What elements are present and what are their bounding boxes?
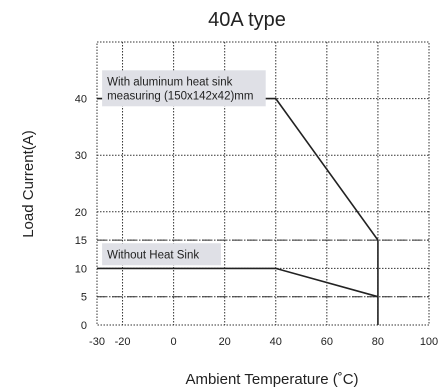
y-tick-label-3: 15 <box>75 235 87 247</box>
x-tick-label-5: 60 <box>321 336 333 348</box>
y-tick-labels: 0 5 10 15 20 30 40 <box>75 94 87 332</box>
y-tick-label-6: 40 <box>75 94 87 106</box>
y-tick-label-0: 0 <box>81 320 87 332</box>
annotation-text-1-0: Without Heat Sink <box>107 249 199 261</box>
x-tick-label-4: 40 <box>270 336 282 348</box>
x-tick-label-6: 80 <box>372 336 384 348</box>
x-tick-label-7: 100 <box>420 336 438 348</box>
y-tick-label-2: 10 <box>75 263 87 275</box>
annotation-box-0 <box>102 70 266 107</box>
y-tick-label-5: 30 <box>75 150 87 162</box>
x-tick-label-2: 0 <box>171 336 177 348</box>
x-tick-labels: -30 -20 0 20 40 60 80 100 <box>89 336 438 348</box>
annotation-box-1 <box>102 243 221 266</box>
annotation-layer: With aluminum heat sink measuring (150x14… <box>102 70 266 266</box>
y-tick-label-1: 5 <box>81 292 87 304</box>
plot-frame <box>96 41 430 326</box>
chart-title: 40A type <box>208 9 286 31</box>
y-tick-label-4: 20 <box>75 207 87 219</box>
x-tick-label-0: -30 <box>89 336 105 348</box>
annotation-text-0-0: With aluminum heat sink <box>107 76 233 88</box>
annotation-text-0-1: measuring (150x142x42)mm <box>107 90 253 102</box>
x-tick-label-1: -20 <box>115 336 131 348</box>
y-axis-title: Load Current(A) <box>20 130 37 238</box>
x-axis-title: Ambient Temperature (˚C) <box>185 371 358 388</box>
series-line-1 <box>97 267 379 298</box>
x-tick-label-3: 20 <box>219 336 231 348</box>
plot-area: With aluminum heat sink measuring (150x14… <box>96 41 430 326</box>
reference-lines <box>97 239 429 298</box>
